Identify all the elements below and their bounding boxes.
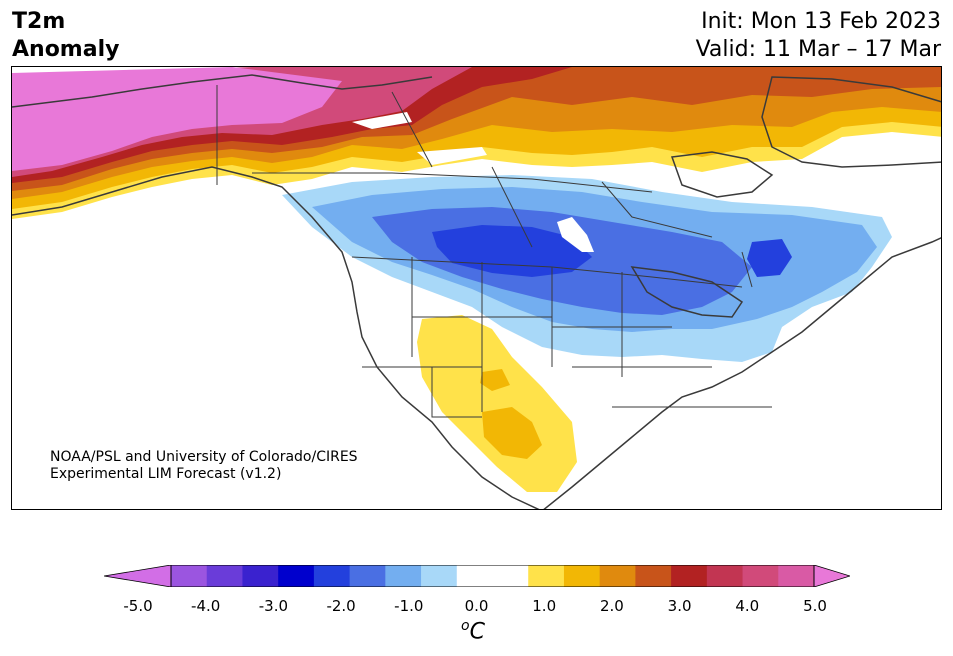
colorbar-tick-label: -1.0 xyxy=(394,597,424,615)
init-date: Init: Mon 13 Feb 2023 xyxy=(701,9,941,34)
colorbar-swatch xyxy=(492,565,529,587)
colorbar-unit: oC xyxy=(461,618,485,644)
unit-superscript: o xyxy=(461,618,470,634)
map-canvas xyxy=(12,67,941,509)
credit-text: NOAA/PSL and University of Colorado/CIRE… xyxy=(50,449,358,483)
colorbar-swatch xyxy=(778,565,815,587)
colorbar-swatch xyxy=(421,565,458,587)
mask-patch-2 xyxy=(417,147,487,165)
colorbar-swatch xyxy=(706,565,744,587)
colorbar-extend-high xyxy=(813,565,850,587)
color-bar xyxy=(104,565,850,587)
valid-date: Valid: 11 Mar – 17 Mar xyxy=(695,37,941,62)
colorbar-swatch xyxy=(349,565,386,587)
southwest-warm-zone-3 xyxy=(480,369,510,391)
title-line-1: T2m xyxy=(12,9,66,34)
colorbar-swatch xyxy=(742,565,779,587)
cold-anomaly-zone-5 xyxy=(747,239,792,277)
southwest-warm-zone-2 xyxy=(482,407,542,459)
colorbar-tick-label: 5.0 xyxy=(803,597,827,615)
unit-main: C xyxy=(469,619,485,645)
colorbar-ticks: -5.0 -4.0 -3.0 -2.0 -1.0 0.0 1.0 2.0 3.0 4.0 5.0 xyxy=(0,597,953,617)
anomaly-map: NOAA/PSL and University of Colorado/CIRE… xyxy=(11,66,942,510)
colorbar-swatch xyxy=(278,565,315,587)
colorbar-swatch xyxy=(313,565,351,587)
coastlines xyxy=(12,74,941,509)
colorbar-outline xyxy=(170,565,815,587)
colorbar-tick-label: 1.0 xyxy=(532,597,557,615)
colorbar-tick-label: 4.0 xyxy=(735,597,760,615)
title-line-2: Anomaly xyxy=(12,37,120,62)
colorbar-tick-label: -3.0 xyxy=(258,597,289,615)
colorbar-swatch xyxy=(635,565,672,587)
credit-line-1: NOAA/PSL and University of Colorado/CIRE… xyxy=(50,449,358,465)
colorbar-swatch xyxy=(456,565,493,587)
colorbar-tick-label: -2.0 xyxy=(326,597,356,615)
colorbar-swatch xyxy=(563,565,601,587)
colorbar-swatches xyxy=(171,565,815,587)
colorbar-swatch xyxy=(206,565,243,587)
colorbar-tick-label: 3.0 xyxy=(667,597,692,615)
colorbar-extend-low xyxy=(104,565,172,587)
map-title: T2m Anomaly xyxy=(12,8,119,64)
colorbar-tick-label: 0.0 xyxy=(464,597,489,615)
colorbar-swatch xyxy=(171,565,208,587)
colorbar-swatch xyxy=(385,565,422,587)
colorbar-swatch xyxy=(599,565,636,587)
colorbar-swatch xyxy=(242,565,279,587)
colorbar-swatch xyxy=(528,565,565,587)
political-borders xyxy=(216,85,772,418)
date-info: Init: Mon 13 Feb 2023 Valid: 11 Mar – 17… xyxy=(696,8,941,64)
warm-anomaly-zone-7 xyxy=(12,67,342,171)
mask-patch-1 xyxy=(352,112,412,129)
credit-line-2: Experimental LIM Forecast (v1.2) xyxy=(50,466,282,482)
colorbar-tick-label: 2.0 xyxy=(599,597,624,615)
colorbar-tick-label: -4.0 xyxy=(191,597,221,615)
cold-anomaly-zone-4 xyxy=(432,225,592,277)
colorbar-tick-label: -5.0 xyxy=(123,597,153,615)
colorbar-swatch xyxy=(671,565,708,587)
mask-patch-3 xyxy=(557,217,594,252)
